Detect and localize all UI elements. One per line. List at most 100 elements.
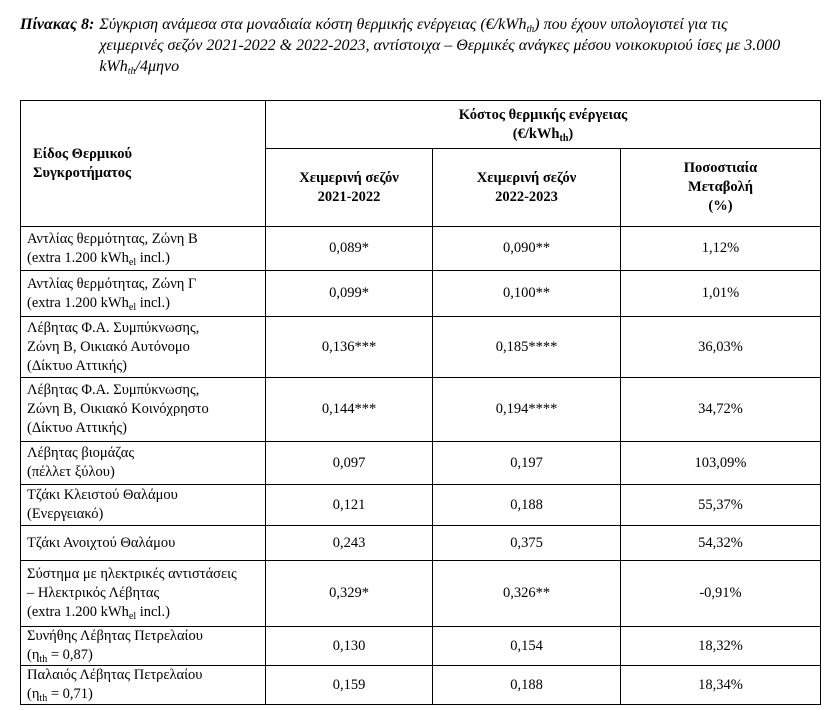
text-line: Αντλίας θερμότητας, Ζώνη Γ [27,275,197,292]
subscript: th [39,654,48,665]
row-label: Τζάκι Κλειστού Θαλάμου (Ενεργειακό) [20,484,266,526]
text-line: Τζάκι Κλειστού Θαλάμου [27,487,178,503]
text-line: Παλαιός Λέβητας Πετρελαίου [27,667,203,683]
table-cell: 18,32% [620,626,821,666]
caption-label: Πίνακας 8: [20,16,95,33]
text-segment: = 0,87) [47,647,93,663]
text-line: – Ηλεκτρικός Λέβητας [27,585,160,601]
text-line: Λέβητας Φ.Α. Συμπύκνωσης, [27,319,200,336]
text-segment: incl.) [136,294,170,311]
header-cell: Χειμερινή σεζόν 2021-2022 [265,148,433,227]
text-line: (ηth = 0,87) [27,646,259,665]
text-line: (πέλλετ ξύλου) [27,464,115,480]
text-line: (Δίκτυο Αττικής) [27,420,127,436]
table-cell: 54,32% [620,525,821,561]
group-header-cell: Κόστος θερμικής ενέργειας (€/kWhth) [265,100,821,149]
table-row: Τζάκι Ανοιχτού Θαλάμου 0,243 0,375 54,32% [20,525,821,561]
cost-table: Είδος Θερμικού Συγκροτήματος Κόστος θερμικ… [20,100,821,705]
row-label: Τζάκι Ανοιχτού Θαλάμου [20,525,266,561]
text-line: Κόστος θερμικής ενέργειας [458,106,628,123]
table-row: Λέβητας Φ.Α. Συμπύκνωσης, Ζώνη Β, Οικιακό… [20,377,821,442]
table-cell: 0,097 [265,441,433,485]
table-cell: 0,121 [265,484,433,526]
text-line: Αντλίας θερμότητας, Ζώνη Β [27,230,198,247]
table-cell: 36,03% [620,316,821,378]
text-line: Ζώνη Β, Οικιακό Αυτόνομο [27,338,190,355]
table-cell: 0,130 [265,626,433,666]
text-line: (%) [708,198,733,214]
table-cell: 0,243 [265,525,433,561]
table-cell: 34,72% [620,377,821,442]
text-segment: ) που έχουν υπολογιστεί για τις χειμεριν… [99,16,781,75]
header-cell: Ποσοστιαία Μεταβολή (%) [620,148,821,227]
text-line: Χειμερινή σεζόν [476,169,577,186]
text-segment: (η [27,647,40,663]
text-line: Ποσοστιαία [683,160,758,176]
table-cell: 0,154 [432,626,621,666]
text-line: (Ενεργειακό) [27,506,104,522]
table-cell: 0,197 [432,441,621,485]
text-line: 2022-2023 [495,188,558,205]
subscript: el [128,611,137,622]
table-cell: 0,188 [432,484,621,526]
text-segment: (extra 1.200 kWh [27,604,129,620]
text-segment: incl.) [136,604,170,620]
text-line: (€/kWhth) [272,125,814,144]
table-cell: -0,91% [620,560,821,627]
table-row: Αντλίας θερμότητας, Ζώνη Β (extra 1.200 k… [20,226,821,271]
row-label: Λέβητας βιομάζας (πέλλετ ξύλου) [20,441,266,485]
text-segment: Σύγκριση ανάμεσα στα μοναδιαία κόστη θερ… [99,16,527,33]
text-segment: incl.) [136,249,170,266]
text-line: (extra 1.200 kWhel incl.) [27,603,259,622]
table-row: Τζάκι Κλειστού Θαλάμου (Ενεργειακό) 0,121 0… [20,484,821,526]
table-cell: 103,09% [620,441,821,485]
table-cell: 0,089* [265,226,433,271]
subscript: el [128,256,137,268]
text-segment: ) [568,125,574,142]
header-cell: Χειμερινή σεζόν 2022-2023 [432,148,621,227]
row-label: Αντλίας θερμότητας, Ζώνη Β (extra 1.200 k… [20,226,266,271]
table-row: Παλαιός Λέβητας Πετρελαίου (ηth = 0,71) 0,… [20,665,821,705]
text-line: (extra 1.200 kWhel incl.) [27,249,259,268]
text-segment: = 0,71) [47,686,93,702]
table-cell: 1,12% [620,226,821,271]
subscript: th [39,693,48,704]
text-line: Τζάκι Ανοιχτού Θαλάμου [27,534,176,551]
text-line: Μεταβολή [688,179,753,195]
text-line: (ηth = 0,71) [27,685,259,704]
subscript: th [526,24,535,35]
table-row: Σύστημα με ηλεκτρικές αντιστάσεις – Ηλεκτ… [20,560,821,627]
row-label: Αντλίας θερμότητας, Ζώνη Γ (extra 1.200 k… [20,270,266,317]
table-cell: 0,375 [432,525,621,561]
table-cell: 0,099* [265,270,433,317]
subscript: th [127,66,136,77]
text-line: Λέβητας βιομάζας [27,445,135,461]
text-line: Ζώνη Β, Οικιακό Κοινόχρηστο [27,401,209,417]
table-cell: 0,329* [265,560,433,627]
table-cell: 0,326** [432,560,621,627]
text-segment: (extra 1.200 kWh [27,249,129,266]
table-cell: 0,144*** [265,377,433,442]
table-cell: 55,37% [620,484,821,526]
text-line: Συγκροτήματος [33,164,132,181]
text-line: Συνήθης Λέβητας Πετρελαίου [27,628,203,644]
text-segment: (€/kWh [512,125,560,142]
text-line: (extra 1.200 kWhel incl.) [27,294,259,313]
table-row: Συνήθης Λέβητας Πετρελαίου (ηth = 0,87) 0,… [20,626,821,666]
header-row: Χειμερινή σεζόν 2021-2022 Χειμερινή σεζόν 2… [21,148,821,227]
table-cell: 18,34% [620,665,821,705]
text-segment: (η [27,686,40,702]
table-row: Αντλίας θερμότητας, Ζώνη Γ (extra 1.200 k… [20,270,821,317]
text-line: Λέβητας Φ.Α. Συμπύκνωσης, [27,382,200,398]
header-cell: Είδος Θερμικού Συγκροτήματος [20,100,266,227]
header-row: Είδος Θερμικού Συγκροτήματος Κόστος θερμικ… [20,100,821,227]
table-cell: 0,136*** [265,316,433,378]
table-cell: 0,185**** [432,316,621,378]
row-label: Λέβητας Φ.Α. Συμπύκνωσης, Ζώνη Β, Οικιακό… [20,316,266,378]
row-label: Σύστημα με ηλεκτρικές αντιστάσεις – Ηλεκτ… [20,560,266,627]
text-segment: (extra 1.200 kWh [27,294,129,311]
row-label: Συνήθης Λέβητας Πετρελαίου (ηth = 0,87) [20,626,266,666]
text-segment: /4μηνο [135,58,180,75]
text-line: Είδος Θερμικού [33,145,133,162]
text-line: Χειμερινή σεζόν [299,169,399,186]
